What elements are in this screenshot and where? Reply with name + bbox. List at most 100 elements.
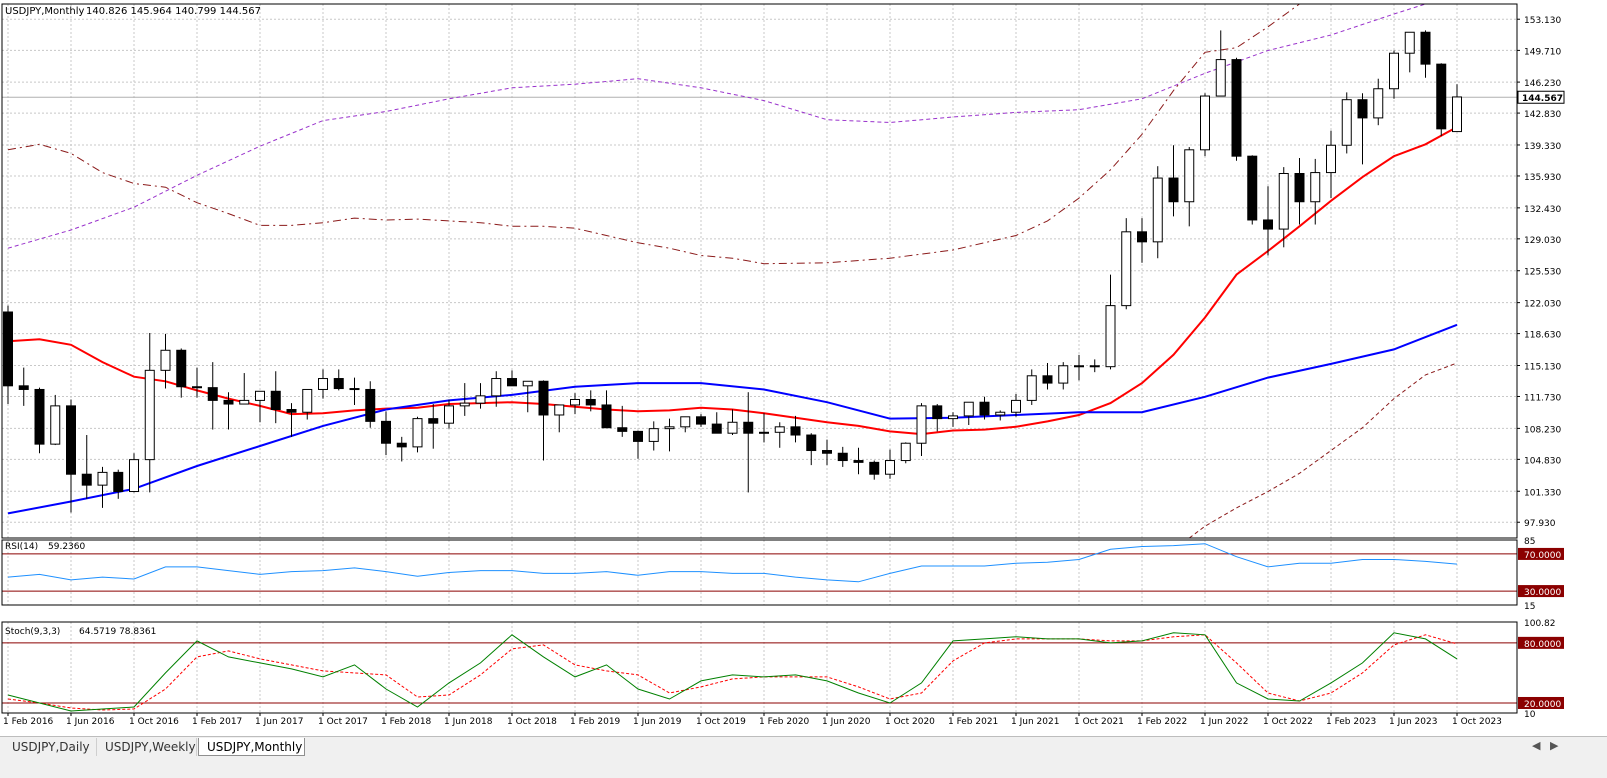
candle	[963, 401, 974, 426]
candle	[538, 380, 549, 461]
candle	[192, 367, 202, 398]
candle-body	[176, 349, 187, 388]
candle-body	[948, 415, 958, 420]
candle-body	[223, 399, 234, 405]
level-label-box	[1518, 636, 1564, 649]
candle	[1420, 30, 1431, 78]
candle	[633, 430, 643, 459]
candle	[774, 422, 785, 448]
candle-body	[50, 405, 61, 445]
candle	[948, 412, 958, 427]
candle	[1326, 130, 1336, 199]
candle	[648, 421, 659, 451]
chart-tab-bar: USDJPY,Daily USDJPY,Weekly USDJPY,Monthl…	[0, 736, 1607, 757]
price-axis-label: 111.730	[1524, 393, 1561, 403]
candle-body	[932, 405, 943, 420]
candle-body	[333, 378, 344, 390]
candle-body	[664, 426, 675, 430]
candle	[302, 388, 313, 420]
time-axis-label: 1 Oct 2021	[1074, 717, 1124, 727]
stoch-label: Stoch(9,3,3)	[5, 627, 60, 637]
overlay-lower_band	[1188, 362, 1458, 539]
level-label-box	[1518, 696, 1564, 709]
candle	[1026, 369, 1037, 405]
current-price-label: 144.567	[1522, 94, 1563, 104]
candle	[822, 439, 832, 466]
stoch-main-line	[7, 632, 1458, 712]
candle-body	[381, 420, 391, 444]
time-axis-label: 1 Oct 2022	[1263, 717, 1313, 727]
time-axis: 1 Feb 2016 1 Jun 2016 1 Oct 2016 1 Feb 2017…	[3, 713, 1502, 727]
candle	[396, 436, 407, 462]
candle-body	[144, 369, 155, 461]
candle-body	[885, 460, 895, 475]
price-axis-label: 125.530	[1524, 268, 1561, 278]
candle	[696, 414, 706, 427]
indicator-axis-label: 80.0000	[1524, 640, 1561, 650]
candle-body	[365, 388, 376, 422]
candle	[1357, 93, 1368, 165]
pane-frame	[1, 539, 1518, 606]
candle-body	[1326, 144, 1336, 174]
candle-body	[1357, 99, 1368, 119]
candle	[601, 390, 612, 429]
current-price-box	[1517, 90, 1565, 104]
candle-body	[727, 421, 738, 434]
candle-body	[743, 421, 754, 434]
candle	[81, 435, 92, 499]
candle	[270, 371, 281, 424]
rsi-label: RSI(14)	[5, 542, 38, 552]
time-axis-label: 1 Feb 2017	[192, 717, 242, 727]
candle-body	[538, 380, 549, 416]
candle	[1452, 84, 1462, 133]
tab-usdjpy-monthly[interactable]: USDJPY,Monthly	[198, 738, 305, 756]
candle	[806, 433, 817, 466]
candle	[1121, 218, 1132, 310]
candle-body	[255, 390, 265, 401]
candle-body	[570, 398, 580, 406]
candle	[1294, 158, 1305, 225]
candle-body	[1011, 399, 1021, 413]
candle	[837, 446, 848, 467]
tab-usdjpy-weekly[interactable]: USDJPY,Weekly	[97, 738, 197, 756]
candle-body	[774, 426, 785, 433]
candle	[66, 399, 76, 513]
candle-body	[428, 418, 439, 424]
candle	[318, 369, 328, 399]
tab-usdjpy-daily[interactable]: USDJPY,Daily	[4, 738, 97, 756]
candle-body	[1184, 149, 1195, 203]
tab-scroll-right-icon[interactable]: ▶	[1550, 739, 1559, 752]
candle	[680, 416, 691, 433]
time-axis-label: 1 Jun 2019	[633, 717, 682, 727]
time-axis-label: 1 Oct 2016	[129, 717, 179, 727]
time-axis-label: 1 Oct 2017	[318, 717, 368, 727]
candle	[3, 305, 13, 405]
candle	[1341, 92, 1352, 154]
time-axis-label: 1 Jun 2022	[1200, 717, 1248, 727]
candle	[34, 387, 45, 454]
candle-body	[1042, 375, 1053, 384]
candle-body	[1404, 31, 1415, 54]
time-axis-label: 1 Oct 2023	[1452, 717, 1502, 727]
tab-scroll-left-icon[interactable]: ◀	[1532, 739, 1541, 752]
time-axis-label: 1 Feb 2020	[759, 717, 810, 727]
time-axis-label: 1 Jun 2017	[255, 717, 303, 727]
candle-body	[160, 349, 171, 371]
price-axis-label: 104.830	[1524, 456, 1561, 466]
candle	[1373, 78, 1384, 126]
price-axis-label: 122.030	[1524, 300, 1561, 310]
price-grid	[2, 4, 1517, 713]
candle	[1058, 362, 1069, 390]
candle-body	[207, 387, 218, 401]
candle-body	[1152, 177, 1163, 243]
candle	[900, 442, 911, 464]
candle-body	[1058, 365, 1069, 384]
time-axis-label: 1 Jun 2023	[1389, 717, 1437, 727]
candle-body	[711, 423, 722, 434]
chart-window[interactable]: 153.130 149.710 146.230 142.830 139.330 135.9…	[0, 0, 1607, 736]
candle	[1389, 50, 1399, 99]
candle-body	[66, 405, 76, 475]
candle-body	[459, 402, 470, 407]
candle	[727, 409, 738, 436]
price-axis-label: 118.630	[1524, 331, 1561, 341]
